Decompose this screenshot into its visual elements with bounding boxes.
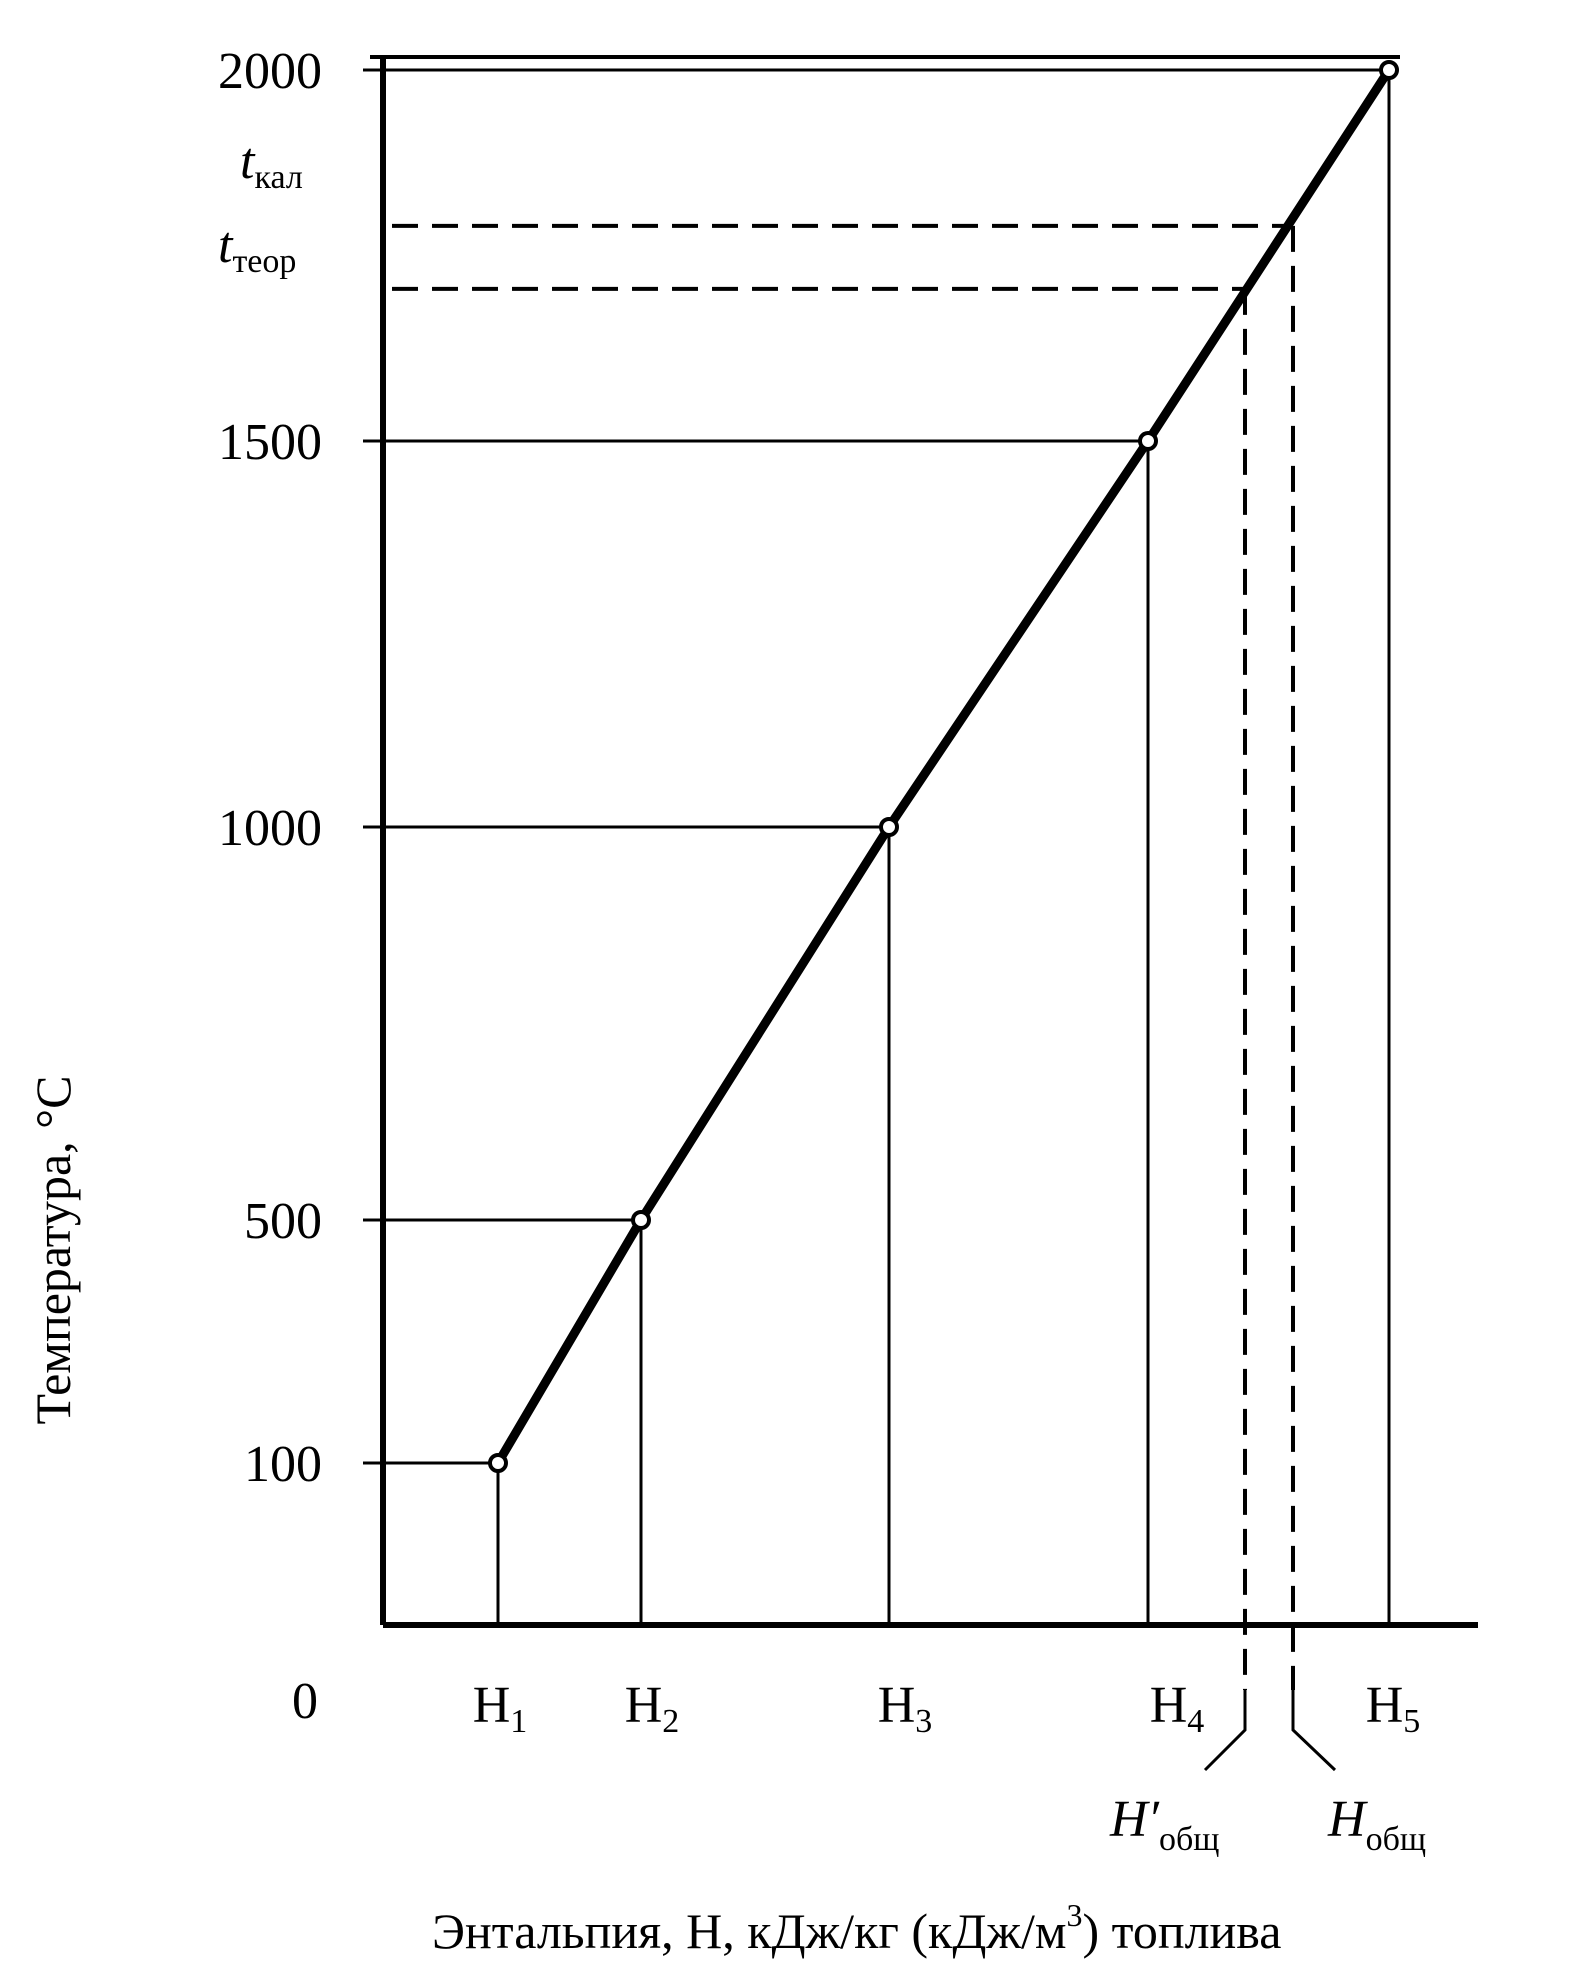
construction-lines [383, 68, 1391, 1625]
x-tick-label-h2: H2 [625, 1677, 680, 1740]
data-point-h4 [1138, 431, 1158, 451]
reference-dashed-lines [392, 223, 1295, 1690]
t-theor-subscript: теор [232, 243, 296, 280]
x-tick-label-h5: H5 [1366, 1677, 1421, 1740]
h-total-prime-label: H′общ [1109, 1791, 1219, 1858]
h-total-prime-leader [1203, 1690, 1247, 1772]
data-point-h1 [488, 1453, 508, 1473]
x-tick-symbol-h2: H [625, 1677, 663, 1734]
h-total-symbol: H [1327, 1791, 1368, 1848]
t-theor-symbol: t [218, 217, 234, 274]
data-point-h2 [631, 1210, 651, 1230]
x-tick-subscript-h5: 5 [1403, 1703, 1420, 1740]
data-point-h3 [879, 817, 899, 837]
x-tick-symbol-h3: H [878, 1677, 916, 1734]
h-total-subscript: общ [1366, 1821, 1426, 1858]
x-tick-label-h4: H4 [1150, 1677, 1205, 1740]
h-total-prime-subscript: общ [1159, 1821, 1219, 1858]
enthalpy-temperature-line [493, 65, 1394, 1468]
x-tick-label-h3: H3 [878, 1677, 933, 1740]
y-tick-label-1500: 1500 [218, 414, 322, 471]
x-tick-subscript-h4: 4 [1187, 1703, 1204, 1740]
axes [370, 55, 1478, 1628]
t-cal-subscript: кал [254, 159, 302, 196]
data-point-markers [488, 60, 1399, 1473]
h-total-labels: H′общ Hобщ [1109, 1690, 1426, 1858]
x-tick-subscript-h1: 1 [510, 1703, 527, 1740]
h-total-prime-symbol: H′ [1109, 1791, 1161, 1848]
y-tick-label-2000: 2000 [218, 43, 322, 100]
h-total-label: Hобщ [1327, 1791, 1426, 1858]
x-axis-title: Энтальпия, H, кДж/кг (кДж/м3) топлива [432, 1897, 1281, 1959]
x-tick-symbol-h4: H [1150, 1677, 1188, 1734]
y-tick-label-500: 500 [244, 1193, 322, 1250]
h-total-leader [1291, 1690, 1337, 1772]
x-axis-title-sup: 3 [1067, 1897, 1083, 1933]
x-tick-subscript-h3: 3 [915, 1703, 932, 1740]
x-tick-symbol-h5: H [1366, 1677, 1404, 1734]
x-tick-label-h1: H1 [473, 1677, 528, 1740]
x-axis-title-tail: ) топлива [1083, 1903, 1282, 1959]
origin-label: 0 [292, 1673, 318, 1730]
y-tick-label-100: 100 [244, 1436, 322, 1493]
x-axis-title-main: Энтальпия, H, кДж/кг (кДж/м [432, 1903, 1067, 1959]
y-tick-labels: 100 500 1000 1500 2000 [218, 43, 383, 1493]
t-cal-symbol: t [240, 133, 256, 190]
x-tick-labels: H1 H2 H3 H4 H5 [473, 1677, 1421, 1740]
y-axis-title: Температура, °С [25, 1075, 81, 1424]
y-tick-label-1000: 1000 [218, 800, 322, 857]
x-tick-subscript-h2: 2 [662, 1703, 679, 1740]
t-cal-label: tкал [240, 133, 303, 196]
x-tick-symbol-h1: H [473, 1677, 511, 1734]
t-theor-label: tтеор [218, 217, 296, 280]
data-point-h5 [1379, 60, 1399, 80]
